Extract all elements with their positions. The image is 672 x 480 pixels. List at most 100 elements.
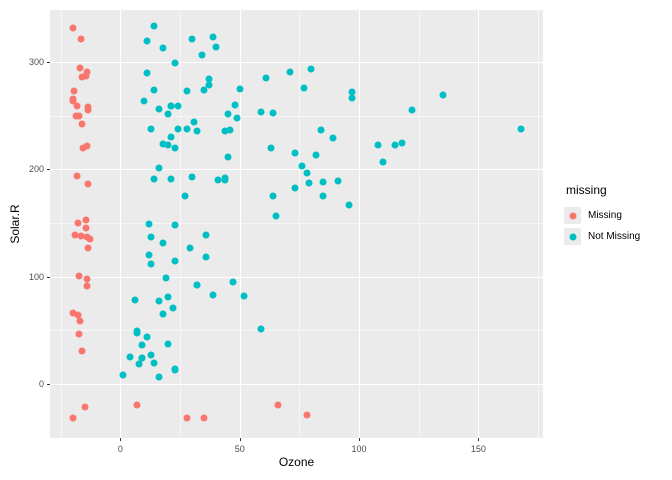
point-not-missing xyxy=(298,162,306,170)
point-missing xyxy=(69,97,77,105)
point-missing xyxy=(183,414,191,422)
point-not-missing xyxy=(159,44,167,52)
legend-item-label: Missing xyxy=(588,210,622,221)
point-missing xyxy=(78,73,86,81)
point-not-missing xyxy=(167,175,174,183)
point-not-missing xyxy=(167,133,174,141)
point-not-missing xyxy=(190,118,198,126)
x-axis-tick xyxy=(359,438,361,441)
point-missing xyxy=(82,72,90,80)
y-axis-tick xyxy=(47,384,50,386)
gridline-major-horizontal xyxy=(50,62,543,64)
point-not-missing xyxy=(269,192,277,200)
point-not-missing xyxy=(155,105,163,113)
point-not-missing xyxy=(171,257,179,265)
point-not-missing xyxy=(286,68,294,76)
point-not-missing xyxy=(319,178,327,186)
gridline-major-vertical xyxy=(478,10,480,438)
point-not-missing xyxy=(174,125,182,133)
point-not-missing xyxy=(200,86,208,94)
point-not-missing xyxy=(150,175,158,183)
point-missing xyxy=(83,282,91,290)
gridline-major-horizontal xyxy=(50,169,543,171)
legend-key-swatch xyxy=(564,207,581,224)
point-missing xyxy=(76,64,84,71)
point-not-missing xyxy=(345,201,353,209)
y-axis-tick xyxy=(47,169,50,171)
point-not-missing xyxy=(198,51,206,59)
point-not-missing xyxy=(150,86,158,94)
y-tick-label: 300 xyxy=(28,57,44,68)
point-not-missing xyxy=(167,102,174,110)
point-not-missing xyxy=(240,292,248,300)
legend-item-label: Not Missing xyxy=(588,231,641,242)
point-not-missing xyxy=(307,65,315,73)
point-not-missing xyxy=(209,33,217,41)
point-missing xyxy=(303,411,311,419)
point-not-missing xyxy=(312,151,320,159)
point-not-missing xyxy=(181,192,189,200)
point-not-missing xyxy=(155,297,163,305)
point-missing xyxy=(83,233,91,241)
y-tick-label: 0 xyxy=(38,379,44,390)
point-missing xyxy=(74,219,82,227)
gridline-minor-horizontal xyxy=(50,223,543,225)
y-tick-label: 200 xyxy=(28,164,44,175)
point-missing xyxy=(79,144,87,152)
legend-item-not-missing: Not Missing xyxy=(564,228,640,245)
point-not-missing xyxy=(379,158,387,166)
point-not-missing xyxy=(188,35,196,43)
point-not-missing xyxy=(221,176,229,184)
point-missing xyxy=(84,244,92,252)
point-not-missing xyxy=(202,231,210,239)
point-not-missing xyxy=(236,85,244,93)
point-missing xyxy=(133,401,141,409)
point-missing xyxy=(83,275,91,283)
point-not-missing xyxy=(231,101,239,109)
point-not-missing xyxy=(257,108,265,115)
gridline-minor-horizontal xyxy=(50,115,543,117)
point-not-missing xyxy=(303,169,311,177)
point-not-missing xyxy=(138,341,146,349)
point-not-missing xyxy=(408,106,416,114)
legend-key-dot-icon xyxy=(569,233,576,240)
point-not-missing xyxy=(171,365,179,373)
point-not-missing xyxy=(143,333,151,341)
point-not-missing xyxy=(164,293,172,301)
point-missing xyxy=(78,120,86,128)
point-not-missing xyxy=(131,296,139,304)
point-not-missing xyxy=(159,140,167,148)
point-missing xyxy=(83,68,91,76)
gridline-major-vertical xyxy=(239,10,241,438)
x-tick-label: 100 xyxy=(351,444,367,454)
point-missing xyxy=(75,272,83,280)
point-not-missing xyxy=(159,239,167,247)
point-missing xyxy=(77,35,85,43)
point-missing xyxy=(70,87,78,95)
point-not-missing xyxy=(205,81,213,89)
x-axis-title: Ozone xyxy=(278,455,315,469)
point-missing xyxy=(81,403,89,411)
legend: missing Missing Not Missing xyxy=(564,183,640,249)
point-not-missing xyxy=(233,114,241,122)
point-not-missing xyxy=(348,88,356,96)
point-not-missing xyxy=(164,340,172,348)
point-not-missing xyxy=(138,354,146,362)
point-not-missing xyxy=(202,253,210,261)
point-not-missing xyxy=(229,278,237,286)
x-tick-label: 150 xyxy=(470,444,486,454)
gridline-major-vertical xyxy=(120,10,122,438)
point-not-missing xyxy=(224,110,232,118)
point-missing xyxy=(77,232,85,240)
point-not-missing xyxy=(171,144,179,152)
point-missing xyxy=(69,24,77,32)
y-tick-label: 100 xyxy=(28,271,44,282)
point-missing xyxy=(72,112,80,120)
point-not-missing xyxy=(150,22,158,30)
point-not-missing xyxy=(145,220,153,228)
point-not-missing xyxy=(135,360,143,368)
point-not-missing xyxy=(164,110,172,118)
point-not-missing xyxy=(317,126,325,134)
point-not-missing xyxy=(319,192,327,200)
